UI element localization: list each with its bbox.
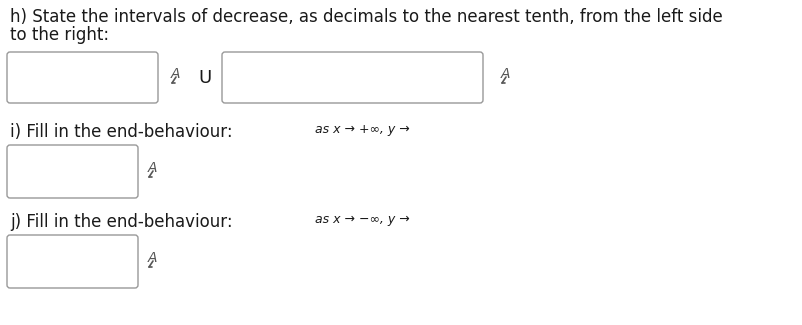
Text: A: A (148, 161, 156, 175)
Text: U: U (198, 69, 212, 87)
FancyBboxPatch shape (7, 235, 138, 288)
Text: i) Fill in the end-behaviour:: i) Fill in the end-behaviour: (10, 123, 233, 141)
FancyBboxPatch shape (7, 145, 138, 198)
Text: as x → −∞, y →: as x → −∞, y → (315, 213, 410, 226)
FancyBboxPatch shape (222, 52, 483, 103)
Text: to the right:: to the right: (10, 26, 109, 44)
Text: A: A (500, 67, 510, 81)
Text: j) Fill in the end-behaviour:: j) Fill in the end-behaviour: (10, 213, 233, 231)
FancyBboxPatch shape (7, 52, 158, 103)
Text: as x → +∞, y →: as x → +∞, y → (315, 123, 410, 136)
Text: h) State the intervals of decrease, as decimals to the nearest tenth, from the l: h) State the intervals of decrease, as d… (10, 8, 723, 26)
Text: A: A (148, 251, 156, 265)
Text: A: A (170, 67, 180, 81)
